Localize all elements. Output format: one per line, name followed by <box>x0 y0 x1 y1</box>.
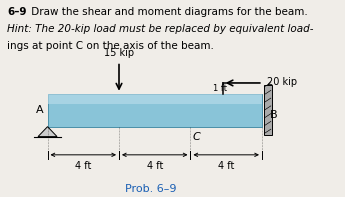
Text: Prob. 6–9: Prob. 6–9 <box>125 184 176 194</box>
Polygon shape <box>38 127 57 137</box>
Text: A: A <box>36 105 44 115</box>
Text: Hint: The 20-kip load must be replaced by equivalent load-: Hint: The 20-kip load must be replaced b… <box>7 24 314 34</box>
Text: 20 kip: 20 kip <box>267 77 297 87</box>
Polygon shape <box>48 94 262 104</box>
Text: 1 ft: 1 ft <box>213 84 227 93</box>
Text: 4 ft: 4 ft <box>147 161 163 171</box>
Text: Draw the shear and moment diagrams for the beam.: Draw the shear and moment diagrams for t… <box>28 7 307 17</box>
Text: B: B <box>270 110 278 120</box>
Text: 4 ft: 4 ft <box>75 161 91 171</box>
Text: 6–9: 6–9 <box>7 7 27 17</box>
Bar <box>264 85 272 135</box>
Text: C: C <box>193 133 200 142</box>
Text: ings at point C on the axis of the beam.: ings at point C on the axis of the beam. <box>7 41 214 51</box>
Text: 15 kip: 15 kip <box>104 48 134 58</box>
Text: 4 ft: 4 ft <box>218 161 234 171</box>
Polygon shape <box>48 94 262 127</box>
